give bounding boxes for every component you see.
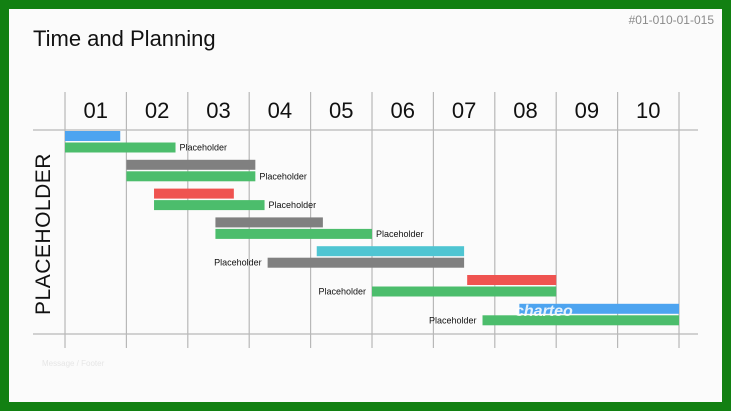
column-label-09: 09 (575, 98, 599, 123)
gantt-bar-bottom-5 (267, 257, 465, 268)
column-label-03: 03 (206, 98, 230, 123)
bar-label-6: Placeholder (318, 287, 366, 297)
slide-id: #01-010-01-015 (628, 13, 714, 27)
bar-label-5: Placeholder (214, 258, 262, 268)
gantt-bar-bottom-3 (154, 200, 265, 211)
gantt-bar-top-6 (467, 275, 557, 285)
gantt-bar-bottom-2 (126, 171, 256, 182)
bar-label-1: Placeholder (180, 143, 228, 153)
bar-label-4: Placeholder (376, 229, 424, 239)
column-label-01: 01 (83, 98, 107, 123)
gantt-bar-top-5 (316, 246, 465, 257)
column-label-06: 06 (390, 98, 414, 123)
gantt-bar-top-2 (126, 159, 256, 170)
bar-label-2: Placeholder (259, 171, 307, 181)
bar-label-3: Placeholder (269, 200, 317, 210)
page-title: Time and Planning (33, 26, 216, 51)
column-label-08: 08 (513, 98, 537, 123)
gantt-bar-bottom-7 (482, 315, 679, 326)
gantt-bar-top-7 (519, 303, 679, 314)
bar-label-7: Placeholder (429, 315, 477, 325)
column-label-10: 10 (636, 98, 660, 123)
watermark-text: charteo (515, 303, 573, 320)
gantt-bar-bottom-1 (65, 142, 176, 153)
gantt-bar-bottom-6 (372, 286, 557, 297)
gantt-bar-top-4 (215, 217, 323, 228)
gantt-bar-top-3 (154, 188, 234, 199)
column-label-05: 05 (329, 98, 353, 123)
column-label-07: 07 (452, 98, 476, 123)
gantt-bar-top-1 (65, 131, 121, 141)
footer-note: Message / Footer (42, 359, 105, 368)
column-label-02: 02 (145, 98, 169, 123)
gantt-bar-bottom-4 (215, 228, 372, 239)
column-label-04: 04 (268, 98, 292, 123)
